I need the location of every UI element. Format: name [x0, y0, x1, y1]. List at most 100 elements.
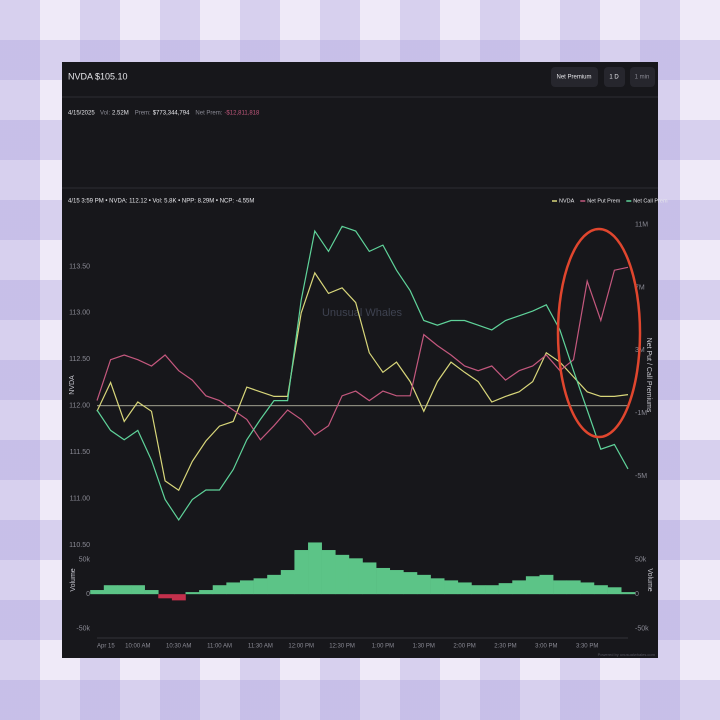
volume-bar: [226, 582, 241, 595]
legend-label: NVDA: [559, 198, 575, 204]
x-tick-label: 3:30 PM: [576, 644, 598, 650]
control-label[interactable]: Net Premium: [556, 75, 591, 81]
x-tick-label: 11:30 AM: [248, 644, 273, 650]
y-tick-label: 112.50: [69, 356, 90, 363]
x-tick-label: 3:00 PM: [535, 644, 557, 650]
hover-info: 4/15 3:59 PM • NVDA: 112.12 • Vol: 5.8K …: [68, 199, 254, 205]
volume-bar: [90, 590, 105, 595]
control[interactable]: [604, 67, 625, 87]
volume-bar: [185, 592, 200, 595]
volume-bar: [144, 590, 159, 595]
x-tick-label: Apr 15: [97, 644, 115, 650]
volume-bar: [580, 582, 595, 595]
volume-bar: [321, 550, 336, 595]
summary-value: $773,344,794: [153, 111, 190, 117]
legend-label: Net Call Prem: [633, 198, 668, 204]
series-line: [96, 271, 629, 492]
volume-bar: [607, 587, 622, 595]
volume-bar: [376, 567, 391, 595]
x-tick-label: 10:30 AM: [166, 644, 191, 650]
y2-tick-label: -1M: [635, 410, 647, 417]
series-line: [96, 266, 629, 441]
x-tick-label: 1:30 PM: [413, 644, 435, 650]
volume-bar: [457, 582, 472, 595]
volume-bar: [593, 585, 608, 595]
volume-bar: [348, 558, 363, 595]
volume-bar: [498, 583, 513, 595]
volume-bar: [308, 542, 322, 595]
volume-bar: [444, 580, 459, 595]
volume-bar: [430, 578, 445, 595]
volume-bar: [553, 580, 568, 595]
control-label[interactable]: 1 min: [635, 75, 650, 81]
footer: Powered by unusualwhales.com: [598, 652, 656, 657]
volume-tick-label: -50k: [76, 625, 90, 632]
volume-bar: [280, 570, 295, 595]
control[interactable]: [630, 67, 655, 87]
legend-label: Net Put Prem: [587, 198, 620, 204]
summary-value: 2.52M: [112, 111, 129, 117]
y2-axis-title: Net Put / Call Premiums: [645, 338, 652, 413]
x-tick-label: 12:30 PM: [329, 644, 355, 650]
x-tick-label: 2:00 PM: [453, 644, 475, 650]
volume-bar: [103, 585, 118, 595]
volume-bar: [158, 594, 173, 599]
y-tick-label: 111.00: [70, 495, 90, 502]
y2-tick-label: 11M: [635, 222, 648, 229]
volume-bar: [362, 562, 377, 595]
volume-tick-label: 50k: [635, 557, 647, 564]
y2-tick-label: -5M: [635, 473, 647, 480]
volume-bar: [199, 590, 214, 595]
x-tick-label: 10:00 AM: [125, 644, 150, 650]
volume-tick-label: 0: [635, 591, 639, 598]
volume-bar: [239, 580, 254, 595]
watermark: Unusual Whales: [322, 307, 403, 319]
volume-bar: [267, 574, 282, 595]
price: $105.10: [95, 71, 128, 81]
volume-bar: [389, 570, 404, 595]
summary-label: Net Prem:: [195, 111, 222, 117]
volume-tick-label: 50k: [79, 557, 91, 564]
y-axis-title: Volume: [70, 568, 77, 591]
volume-bar: [117, 585, 132, 595]
volume-bar: [525, 576, 540, 595]
x-tick-label: 12:00 PM: [288, 644, 314, 650]
y-tick-label: 110.50: [69, 542, 90, 549]
volume-bar: [471, 585, 486, 595]
x-tick-label: 11:00 AM: [207, 644, 232, 650]
volume-bar: [253, 578, 268, 595]
plot: 110.50 111.00 111.50 112.00 112.50 113.00 113.…: [69, 198, 668, 649]
volume-tick-label: -50k: [635, 625, 649, 632]
volume-bar: [335, 554, 350, 595]
control-label[interactable]: 1 D: [609, 75, 619, 81]
volume-bar: [621, 592, 636, 595]
y-tick-label: 113.00: [69, 310, 90, 317]
summary-label: Prem:: [135, 111, 151, 117]
control[interactable]: [551, 67, 598, 87]
volume-bar: [294, 550, 309, 595]
ticker: NVDA: [68, 71, 93, 81]
volume-bar: [171, 594, 186, 601]
y-axis-title: NVDA: [69, 375, 76, 395]
volume-bar: [485, 585, 499, 595]
x-tick-label: 2:30 PM: [494, 644, 516, 650]
summary-label: Vol:: [100, 111, 110, 117]
volume-bar: [566, 580, 581, 595]
volume-bar: [131, 585, 145, 595]
y-tick-label: 111.50: [70, 449, 90, 456]
summary: Vol: 2.52M Prem: $773,344,794 Net Prem: -$12,…: [100, 111, 260, 117]
volume-bar: [539, 574, 554, 595]
series-line: [96, 225, 629, 521]
summary-value: -$12,811,818: [224, 111, 260, 117]
y-tick-label: 112.00: [69, 403, 90, 410]
y2-axis-title: Volume: [646, 568, 653, 591]
x-tick-label: 1:00 PM: [372, 644, 394, 650]
volume-bar: [416, 574, 431, 595]
highlight-circle: [556, 227, 642, 439]
summary-date: 4/15/2025: [68, 111, 95, 117]
y2-tick-label: 7M: [635, 284, 645, 291]
volume-tick-label: 0: [86, 591, 90, 598]
volume-bar: [212, 585, 227, 595]
